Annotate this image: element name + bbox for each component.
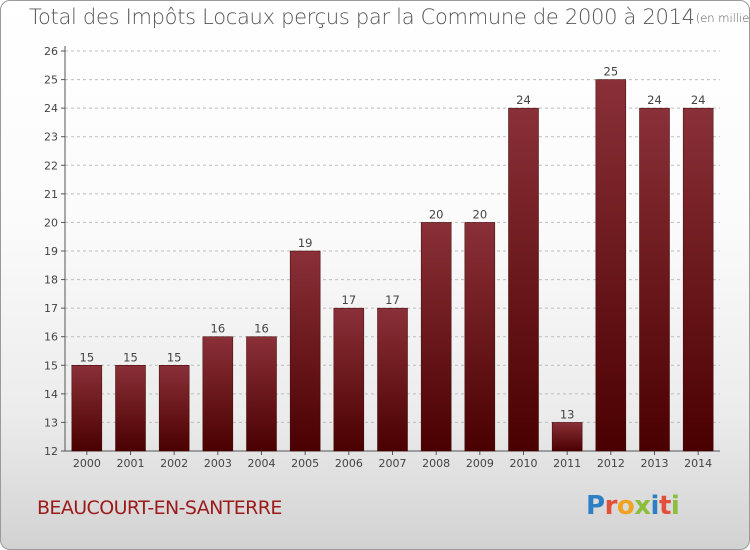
x-tick-label: 2011 — [553, 457, 581, 470]
bar-2012[interactable] — [595, 79, 627, 452]
logo-letter: i — [670, 491, 680, 521]
bar-2007[interactable] — [377, 307, 408, 452]
bars — [71, 79, 714, 452]
data-label: 17 — [385, 293, 400, 307]
y-tick-label: 23 — [44, 131, 58, 144]
logo-letter: t — [658, 491, 671, 521]
bar-2006[interactable] — [333, 307, 365, 452]
y-tick-label: 13 — [44, 416, 58, 429]
data-label: 20 — [429, 207, 444, 221]
y-tick-label: 14 — [44, 388, 58, 401]
bar-2009[interactable] — [464, 222, 496, 452]
bar-2003[interactable] — [202, 336, 234, 452]
y-tick-label: 22 — [44, 159, 58, 172]
y-tick-label: 15 — [44, 359, 58, 372]
x-tick-label: 2013 — [641, 457, 669, 470]
chart-title: Total des Impôts Locaux perçus par la Co… — [29, 5, 750, 29]
data-label: 15 — [167, 350, 182, 364]
y-tick-label: 12 — [44, 445, 58, 458]
data-label: 25 — [604, 65, 619, 79]
x-tick-label: 2005 — [291, 457, 319, 470]
x-tick-label: 2012 — [597, 457, 625, 470]
data-label: 19 — [298, 236, 313, 250]
logo-letter: P — [586, 491, 605, 521]
x-tick-label: 2004 — [248, 457, 276, 470]
y-tick-label: 24 — [44, 102, 58, 115]
logo-letter: r — [604, 491, 618, 521]
data-label: 13 — [560, 407, 575, 421]
labels: 15 2000 15 2001 15 2002 16 2003 16 2004 19 2005 17 20… — [73, 65, 712, 470]
y-tick-label: 18 — [44, 274, 58, 287]
data-label: 20 — [473, 207, 488, 221]
y-tick-label: 19 — [44, 245, 58, 258]
y-tick-label: 21 — [44, 188, 58, 201]
x-tick-label: 2002 — [160, 457, 188, 470]
data-label: 17 — [342, 293, 357, 307]
logo-letter: i — [650, 491, 660, 521]
bar-2004[interactable] — [246, 336, 277, 452]
bar-2014[interactable] — [682, 107, 714, 452]
x-tick-label: 2000 — [73, 457, 101, 470]
chart-title-text: Total des Impôts Locaux perçus par la Co… — [29, 5, 695, 29]
data-label: 24 — [516, 93, 531, 107]
y-tick-label: 16 — [44, 331, 58, 344]
data-label: 15 — [80, 350, 95, 364]
y-tick-label: 26 — [44, 45, 58, 58]
data-label: 15 — [123, 350, 138, 364]
bar-2011[interactable] — [551, 422, 583, 452]
bar-2005[interactable] — [289, 250, 321, 452]
proxiti-logo[interactable]: Proxiti — [586, 491, 680, 521]
logo-letter: o — [616, 491, 635, 521]
x-tick-label: 2007 — [379, 457, 407, 470]
data-label: 16 — [211, 322, 226, 336]
commune-name: BEAUCOURT-EN-SANTERRE — [37, 497, 282, 519]
data-label: 24 — [691, 93, 706, 107]
bar-2001[interactable] — [115, 365, 146, 452]
x-tick-label: 2001 — [117, 457, 145, 470]
x-tick-label: 2008 — [422, 457, 450, 470]
y-tick-label: 25 — [44, 74, 58, 87]
x-tick-label: 2006 — [335, 457, 363, 470]
chart-unit: (en milliers d'€) — [695, 11, 750, 25]
bar-2010[interactable] — [508, 107, 539, 452]
bar-2013[interactable] — [639, 107, 670, 452]
data-label: 16 — [254, 322, 269, 336]
y-tick-label: 17 — [44, 302, 58, 315]
bar-2008[interactable] — [420, 222, 452, 452]
x-tick-label: 2009 — [466, 457, 494, 470]
x-tick-label: 2003 — [204, 457, 232, 470]
bar-2000[interactable] — [71, 365, 103, 452]
y-tick-label: 20 — [44, 216, 58, 229]
bar-2002[interactable] — [158, 365, 190, 452]
x-tick-label: 2014 — [684, 457, 712, 470]
logo-letter: x — [634, 491, 651, 521]
x-tick-label: 2010 — [510, 457, 538, 470]
data-label: 24 — [647, 93, 662, 107]
